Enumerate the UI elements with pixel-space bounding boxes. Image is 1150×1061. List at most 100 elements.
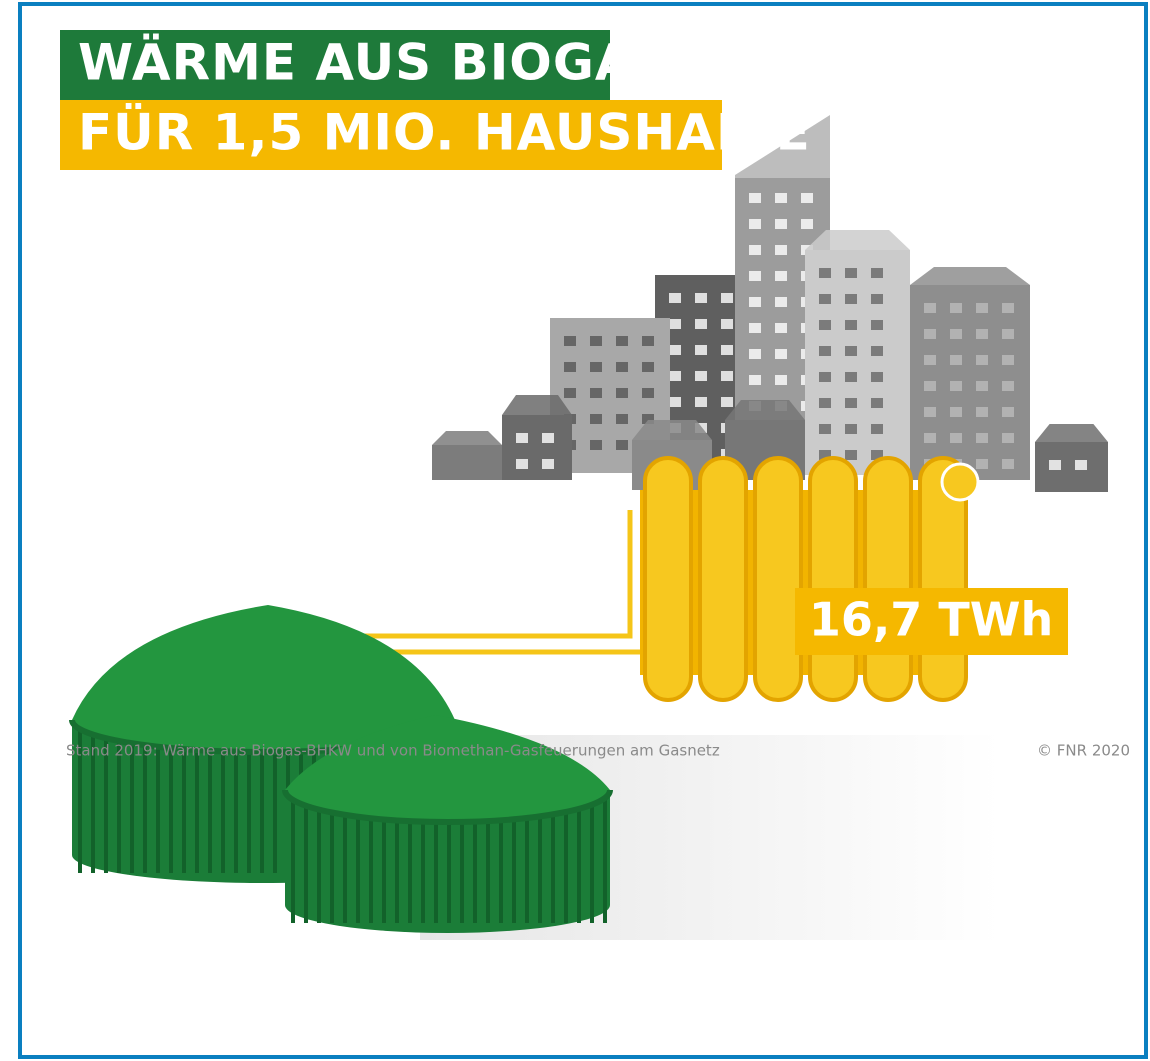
window <box>775 245 787 255</box>
pipe <box>355 510 633 639</box>
radiator-fin <box>753 456 803 702</box>
window <box>976 381 988 391</box>
window <box>590 440 602 450</box>
roof <box>502 395 572 415</box>
window <box>749 219 761 229</box>
badge-box <box>795 588 1068 655</box>
window <box>642 336 654 346</box>
window <box>845 424 857 434</box>
window <box>845 450 857 460</box>
window <box>924 303 936 313</box>
title: WÄRME AUS BIOGAS <box>78 34 672 92</box>
window <box>950 303 962 313</box>
window <box>1002 303 1014 313</box>
tank-rim <box>282 789 613 825</box>
window <box>819 294 831 304</box>
window <box>871 450 883 460</box>
window <box>669 397 681 407</box>
window <box>819 424 831 434</box>
building <box>432 445 502 480</box>
window <box>775 193 787 203</box>
window <box>516 459 528 469</box>
window <box>516 433 528 443</box>
window <box>950 329 962 339</box>
window <box>590 336 602 346</box>
window <box>616 388 628 398</box>
roof <box>432 431 502 445</box>
window <box>845 268 857 278</box>
window <box>775 219 787 229</box>
window <box>775 271 787 281</box>
window <box>749 193 761 203</box>
window <box>871 268 883 278</box>
window <box>845 398 857 408</box>
window <box>1075 460 1087 470</box>
window <box>616 362 628 372</box>
illustration <box>69 115 1108 940</box>
tank-dome <box>285 715 610 822</box>
window <box>542 433 554 443</box>
window <box>775 297 787 307</box>
window <box>1002 407 1014 417</box>
window <box>819 450 831 460</box>
window <box>749 245 761 255</box>
window <box>924 355 936 365</box>
roof <box>1035 424 1108 442</box>
roof <box>632 420 712 440</box>
subtitle: FÜR 1,5 MIO. HAUSHALTE <box>78 103 811 162</box>
window <box>590 414 602 424</box>
window <box>845 294 857 304</box>
window <box>564 362 576 372</box>
tower-top <box>735 115 830 178</box>
window <box>721 345 733 355</box>
window <box>924 407 936 417</box>
window <box>845 346 857 356</box>
window <box>616 440 628 450</box>
window <box>950 381 962 391</box>
window <box>721 371 733 381</box>
window <box>924 381 936 391</box>
window <box>924 433 936 443</box>
window <box>1049 460 1061 470</box>
radiator-fin <box>698 456 748 702</box>
window <box>564 336 576 346</box>
window <box>564 388 576 398</box>
window <box>669 371 681 381</box>
window <box>1002 381 1014 391</box>
window <box>976 459 988 469</box>
window <box>590 362 602 372</box>
window <box>924 329 936 339</box>
window <box>871 372 883 382</box>
window <box>1002 355 1014 365</box>
badge-text: 16,7 TWh <box>809 593 1053 647</box>
radiator-valve <box>940 462 980 502</box>
building <box>1035 442 1108 492</box>
window <box>695 293 707 303</box>
window <box>976 407 988 417</box>
window <box>819 398 831 408</box>
window <box>775 375 787 385</box>
window <box>871 294 883 304</box>
window <box>845 372 857 382</box>
source-note: Stand 2019: Wärme aus Biogas-BHKW und vo… <box>66 742 720 760</box>
radiator-fin <box>643 456 693 702</box>
window <box>819 372 831 382</box>
window <box>590 388 602 398</box>
window <box>616 336 628 346</box>
window <box>871 320 883 330</box>
window <box>695 371 707 381</box>
window <box>819 320 831 330</box>
building <box>502 415 572 480</box>
window <box>695 397 707 407</box>
radiator-fin <box>863 456 913 702</box>
tank-dome <box>72 605 455 752</box>
window <box>819 268 831 278</box>
roof <box>725 400 805 420</box>
window <box>721 319 733 329</box>
window <box>950 355 962 365</box>
window <box>721 397 733 407</box>
window <box>642 414 654 424</box>
window <box>976 329 988 339</box>
window <box>749 375 761 385</box>
